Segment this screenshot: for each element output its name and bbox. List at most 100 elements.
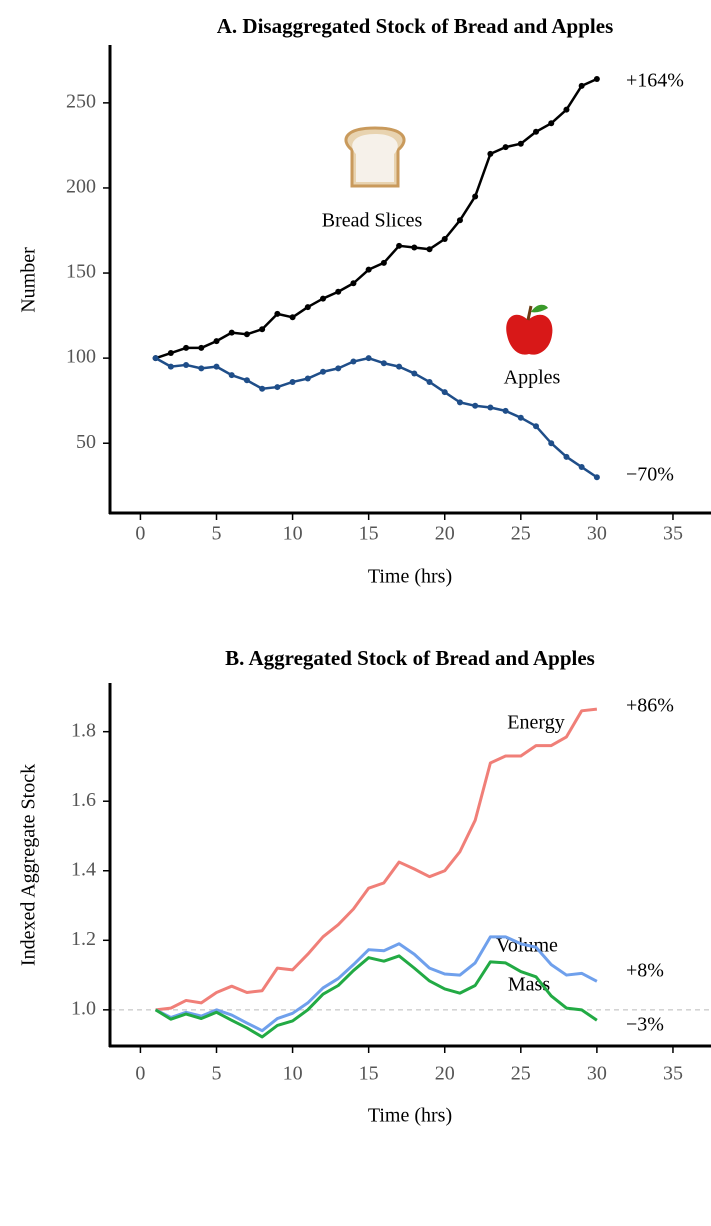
data-point <box>259 326 266 333</box>
data-point <box>517 414 524 421</box>
data-point <box>304 375 311 382</box>
data-point <box>259 385 266 392</box>
y-tick-label: 1.2 <box>71 928 96 950</box>
annotation: +86% <box>626 695 674 717</box>
data-point <box>411 244 418 251</box>
data-point <box>289 314 296 321</box>
data-point <box>502 407 509 414</box>
x-tick-label: 25 <box>511 1063 531 1085</box>
bread-icon <box>344 126 406 188</box>
series-label: Energy <box>507 712 564 734</box>
y-tick-label: 250 <box>66 90 96 112</box>
series-label: Bread Slices <box>322 210 423 232</box>
data-point <box>243 331 250 338</box>
series-line <box>155 707 598 1012</box>
data-point <box>274 310 281 317</box>
chart-title: B. Aggregated Stock of Bread and Apples <box>225 646 595 670</box>
data-point <box>563 453 570 460</box>
x-axis-label: Time (hrs) <box>368 566 452 588</box>
data-point <box>426 378 433 385</box>
data-point <box>441 236 448 243</box>
x-tick-label: 15 <box>359 523 379 545</box>
y-tick-label: 200 <box>66 176 96 198</box>
y-axis-label: Indexed Aggregate Stock <box>18 764 40 966</box>
data-point <box>487 404 494 411</box>
data-point <box>350 358 357 365</box>
data-point <box>548 440 555 447</box>
x-tick-label: 10 <box>283 523 303 545</box>
data-point <box>289 378 296 385</box>
data-point <box>441 389 448 396</box>
annotation: −3% <box>626 1014 664 1036</box>
data-point <box>274 384 281 391</box>
data-point <box>228 372 235 379</box>
x-tick-label: 30 <box>587 523 607 545</box>
data-point <box>578 82 585 89</box>
data-point <box>198 344 205 351</box>
series-line <box>154 954 598 1039</box>
x-tick-label: 5 <box>212 1063 222 1085</box>
x-axis-label: Time (hrs) <box>368 1105 452 1127</box>
data-point <box>198 365 205 372</box>
data-point <box>380 259 387 266</box>
data-point <box>213 363 220 370</box>
x-tick-label: 35 <box>663 1063 683 1085</box>
data-point <box>456 217 463 224</box>
data-point <box>593 474 600 481</box>
data-point <box>183 361 190 368</box>
data-point <box>593 76 600 83</box>
data-point <box>517 140 524 147</box>
x-tick-label: 20 <box>435 1063 455 1085</box>
chart-title: A. Disaggregated Stock of Bread and Appl… <box>217 14 614 38</box>
apple-icon <box>506 304 553 355</box>
data-point <box>456 399 463 406</box>
data-point <box>320 368 327 375</box>
data-point <box>320 295 327 302</box>
x-tick-label: 25 <box>511 523 531 545</box>
x-tick-label: 35 <box>663 523 683 545</box>
y-tick-label: 1.8 <box>71 719 96 741</box>
data-point <box>167 363 174 370</box>
x-tick-label: 20 <box>435 523 455 545</box>
data-point <box>335 288 342 295</box>
data-point <box>411 370 418 377</box>
data-point <box>365 355 372 362</box>
data-point <box>548 120 555 127</box>
data-point <box>380 360 387 367</box>
x-tick-label: 10 <box>283 1063 303 1085</box>
data-point <box>350 280 357 287</box>
data-point <box>502 144 509 151</box>
data-point <box>365 266 372 273</box>
data-point <box>243 377 250 384</box>
data-point <box>578 464 585 471</box>
annotation: +164% <box>626 70 684 92</box>
x-tick-label: 30 <box>587 1063 607 1085</box>
data-point <box>183 344 190 351</box>
annotation: −70% <box>626 464 674 486</box>
x-tick-label: 0 <box>135 1063 145 1085</box>
data-point <box>335 365 342 372</box>
x-tick-label: 5 <box>212 523 222 545</box>
y-tick-label: 1.0 <box>71 997 96 1019</box>
y-tick-label: 1.4 <box>71 858 96 880</box>
data-point <box>152 355 159 362</box>
y-axis-label: Number <box>18 247 40 313</box>
x-tick-label: 0 <box>135 523 145 545</box>
data-point <box>563 106 570 113</box>
y-tick-label: 150 <box>66 261 96 283</box>
y-tick-label: 1.6 <box>71 789 96 811</box>
x-tick-label: 15 <box>359 1063 379 1085</box>
data-point <box>304 304 311 311</box>
data-point <box>533 423 540 430</box>
annotation: +8% <box>626 960 664 982</box>
data-point <box>426 246 433 253</box>
series-line <box>154 935 598 1033</box>
data-point <box>472 402 479 409</box>
data-point <box>487 150 494 157</box>
y-tick-label: 100 <box>66 346 96 368</box>
data-point <box>472 193 479 200</box>
series-label: Apples <box>504 367 561 389</box>
data-point <box>228 329 235 336</box>
